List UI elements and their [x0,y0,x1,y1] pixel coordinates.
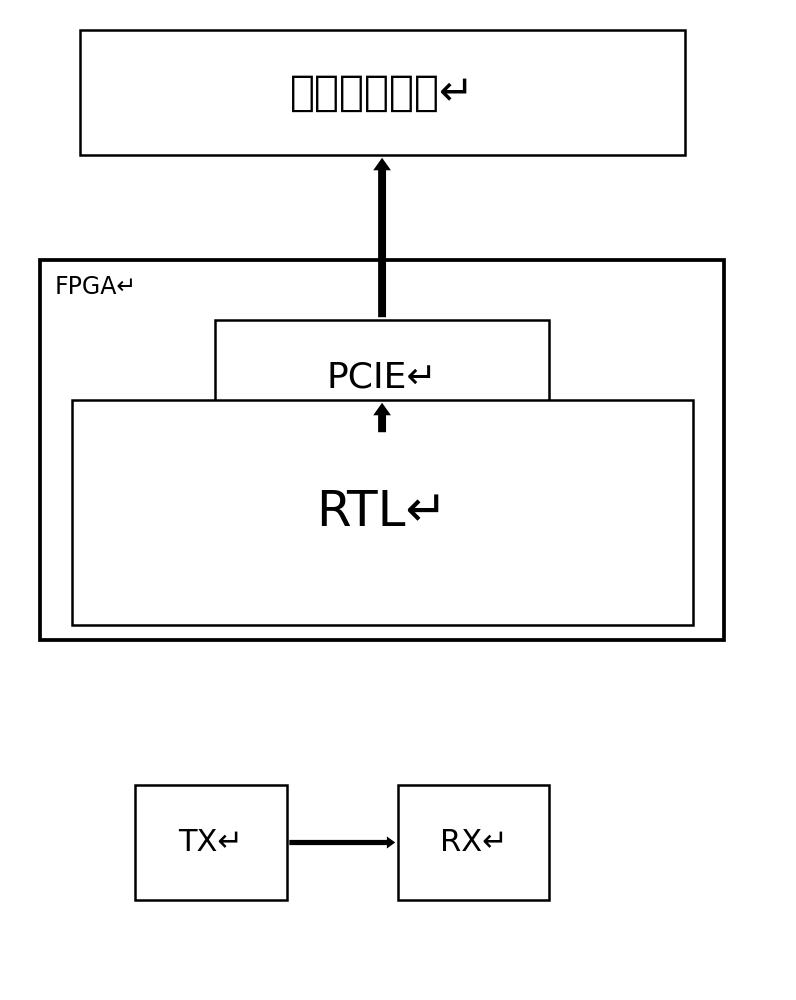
Bar [72,400,693,625]
Bar [215,320,549,435]
Bar [135,785,287,900]
Text: RX↵: RX↵ [440,828,507,857]
Bar [80,30,685,155]
Bar [40,260,724,640]
Text: RTL↵: RTL↵ [316,488,448,536]
Text: TX↵: TX↵ [178,828,244,857]
Bar [398,785,549,900]
Text: 软件应用程序↵: 软件应用程序↵ [290,72,474,113]
Text: PCIE↵: PCIE↵ [327,361,437,395]
Text: FPGA↵: FPGA↵ [54,275,136,299]
